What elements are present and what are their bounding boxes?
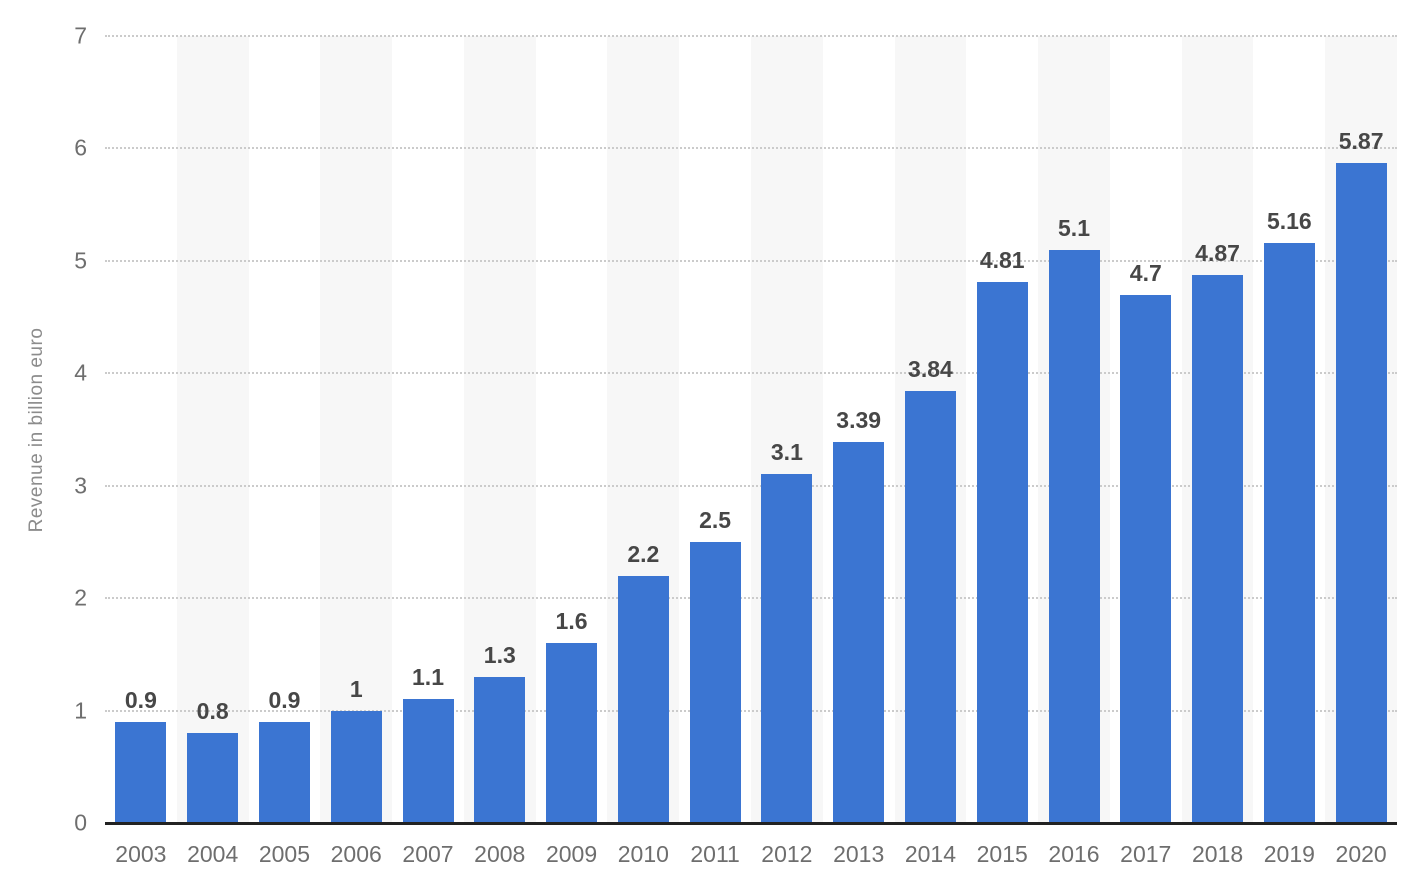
y-tick-label-4: 4	[74, 359, 87, 386]
value-label-2003: 0.9	[124, 686, 157, 713]
x-tick-label-2005: 2005	[258, 841, 311, 867]
gridline-6	[105, 147, 1397, 150]
y-tick-label-6: 6	[74, 134, 87, 161]
x-tick-label-2011: 2011	[690, 841, 740, 867]
x-tick-label-2014: 2014	[904, 841, 957, 867]
value-label-2020: 5.87	[1338, 128, 1384, 155]
x-tick-label-2003: 2003	[115, 841, 167, 867]
value-label-2016: 5.1	[1058, 214, 1090, 241]
bar-2020[interactable]	[1335, 163, 1387, 823]
value-label-2008: 1.3	[483, 641, 516, 668]
x-tick-label-2013: 2013	[833, 841, 885, 867]
value-label-2004: 0.8	[196, 698, 229, 725]
value-label-2010: 2.2	[627, 540, 660, 567]
gridline-7	[105, 35, 1397, 37]
bar-2006[interactable]	[330, 710, 382, 823]
x-tick-label-2008: 2008	[474, 841, 526, 867]
x-tick-label-2019: 2019	[1263, 841, 1315, 867]
x-tick-label-2018: 2018	[1191, 841, 1244, 867]
bar-2013[interactable]	[833, 441, 885, 823]
value-label-2013: 3.39	[836, 406, 882, 433]
x-tick-label-2020: 2020	[1335, 841, 1387, 867]
bar-2009[interactable]	[546, 643, 598, 823]
bar-2019[interactable]	[1263, 242, 1315, 823]
y-tick-label-2: 2	[74, 584, 87, 611]
bar-2018[interactable]	[1192, 275, 1244, 823]
x-axis-baseline	[105, 822, 1397, 825]
x-tick-label-2016: 2016	[1048, 841, 1100, 867]
bar-2003[interactable]	[115, 721, 167, 823]
value-label-2014: 3.84	[908, 356, 953, 383]
value-label-2017: 4.7	[1129, 259, 1162, 286]
bar-2014[interactable]	[904, 391, 956, 823]
bar-2015[interactable]	[976, 282, 1028, 823]
value-label-2012: 3.1	[770, 439, 803, 466]
gridline-5	[105, 259, 1397, 262]
value-label-2005: 0.9	[268, 686, 301, 713]
bar-2008[interactable]	[474, 676, 526, 823]
bar-2010[interactable]	[617, 575, 669, 823]
value-label-2018: 4.87	[1195, 240, 1240, 267]
value-label-2019: 5.16	[1266, 207, 1312, 234]
y-tick-label-5: 5	[74, 247, 87, 274]
x-tick-label-2007: 2007	[402, 841, 454, 867]
bar-2017[interactable]	[1120, 294, 1172, 823]
column-stripe-2004	[176, 36, 249, 823]
y-axis-title: Revenue in billion euro	[26, 327, 47, 533]
x-tick-label-2015: 2015	[976, 841, 1028, 867]
x-tick-label-2010: 2010	[617, 841, 669, 867]
value-label-2011: 2.5	[699, 506, 732, 533]
value-label-2015: 4.81	[979, 247, 1025, 274]
x-tick-label-2009: 2009	[545, 841, 598, 867]
gridline-4	[105, 372, 1397, 375]
bar-2016[interactable]	[1048, 249, 1100, 823]
gridline-3	[105, 484, 1397, 487]
y-tick-label-1: 1	[74, 697, 87, 724]
value-label-2006: 1	[349, 675, 363, 702]
plot-area: 0.9 2003 0.8 2004 0.9 2005 1 2006 1.1 2007 1.3 2008…	[105, 35, 1397, 867]
x-tick-label-2012: 2012	[761, 841, 813, 867]
gridline-2	[105, 597, 1397, 600]
x-tick-label-2004: 2004	[187, 841, 239, 867]
bar-2004[interactable]	[187, 733, 239, 823]
y-tick-label-0: 0	[74, 809, 87, 836]
column-stripe-2006	[320, 36, 393, 823]
y-tick-label-7: 7	[74, 22, 87, 49]
y-tick-label-3: 3	[74, 472, 87, 499]
value-label-2007: 1.1	[412, 664, 444, 691]
x-tick-label-2017: 2017	[1120, 841, 1172, 867]
x-tick-label-2006: 2006	[330, 841, 382, 867]
bar-2011[interactable]	[689, 541, 741, 823]
value-label-2009: 1.6	[555, 608, 588, 635]
bar-2005[interactable]	[258, 721, 310, 823]
bar-2007[interactable]	[402, 699, 454, 823]
bar-2012[interactable]	[761, 474, 813, 823]
gridline-1	[105, 709, 1397, 712]
